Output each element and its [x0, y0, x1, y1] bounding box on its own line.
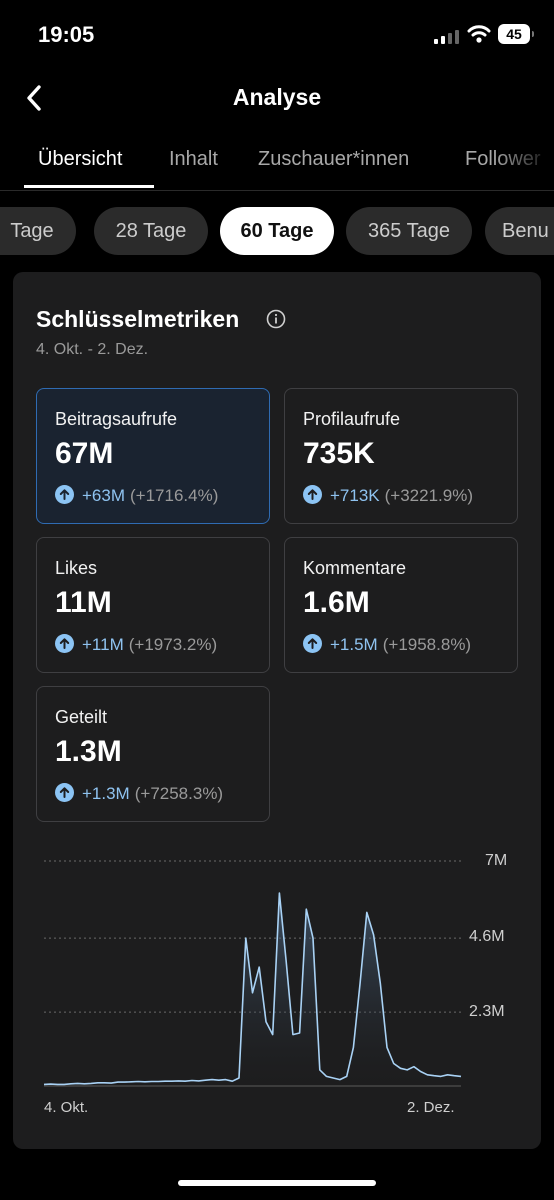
card-title: Schlüsselmetriken: [36, 306, 240, 332]
metric-change: +63M (+1716.4%): [55, 485, 218, 506]
metric-value: 1.6M: [303, 586, 370, 619]
info-icon[interactable]: [266, 309, 286, 329]
back-chevron-icon[interactable]: [18, 80, 54, 116]
metric-label: Beitragsaufrufe: [55, 409, 178, 429]
range-chip-60[interactable]: 60 Tage: [220, 207, 334, 255]
metric-change: +11M (+1973.2%): [55, 634, 217, 655]
metric-post-views[interactable]: Beitragsaufrufe 67M +63M (+1716.4%): [36, 388, 270, 524]
metric-label: Profilaufrufe: [303, 409, 401, 429]
series-area: [44, 893, 461, 1086]
y-tick-label: 7M: [485, 852, 508, 869]
metric-value: 1.3M: [55, 735, 122, 768]
status-bar: 19:05 45: [0, 0, 554, 66]
date-range: 4. Okt. - 2. Dez.: [36, 341, 149, 358]
range-chip-365[interactable]: 365 Tage: [346, 207, 472, 255]
metric-value: 11M: [55, 586, 112, 619]
metric-comments[interactable]: Kommentare 1.6M +1.5M (+1958.8%): [284, 537, 518, 673]
active-tab-indicator: [24, 185, 154, 188]
metric-change-abs: +63M: [82, 486, 125, 505]
trend-chart-svg: [43, 860, 462, 1087]
y-tick-label: 2.3M: [469, 1003, 505, 1020]
metric-value: 735K: [303, 437, 375, 470]
status-time: 19:05: [38, 22, 95, 47]
metric-likes[interactable]: Likes 11M +11M (+1973.2%): [36, 537, 270, 673]
metric-change-abs: +713K: [330, 486, 380, 505]
arrow-up-icon: [303, 485, 322, 504]
signal-icon: [434, 28, 462, 44]
metric-change-pct: (+7258.3%): [134, 784, 224, 803]
tab-fade: [494, 140, 554, 190]
range-selector: Tage 28 Tage 60 Tage 365 Tage Benu: [0, 207, 554, 257]
metric-change-abs: +1.5M: [330, 635, 378, 654]
tab-overview[interactable]: Übersicht: [38, 148, 123, 170]
arrow-up-icon: [303, 634, 322, 653]
range-chip-7[interactable]: Tage: [0, 207, 76, 255]
arrow-up-icon: [55, 634, 74, 653]
metric-change-pct: (+1973.2%): [128, 635, 218, 654]
arrow-up-icon: [55, 783, 74, 802]
metric-change-abs: +11M: [82, 635, 124, 654]
metric-shares[interactable]: Geteilt 1.3M +1.3M (+7258.3%): [36, 686, 270, 822]
wifi-icon: [467, 25, 491, 43]
series-line: [43, 892, 462, 1086]
metric-value: 67M: [55, 437, 114, 470]
x-tick-label-start: 4. Okt.: [44, 1099, 89, 1116]
metric-change: +1.3M (+7258.3%): [55, 783, 223, 804]
metric-change-pct: (+3221.9%): [384, 486, 474, 505]
arrow-up-icon: [55, 485, 74, 504]
metric-label: Likes: [55, 558, 98, 578]
page-title: Analyse: [232, 84, 322, 110]
metric-change-pct: (+1716.4%): [130, 486, 219, 505]
trend-chart[interactable]: 7M 4.6M 2.3M 4. Okt. 2. Dez.: [13, 832, 541, 1122]
tab-audience[interactable]: Zuschauer*innen: [258, 148, 410, 170]
battery-icon: 45: [498, 24, 534, 44]
metric-label: Kommentare: [303, 558, 407, 578]
key-metrics-card: Schlüsselmetriken 4. Okt. - 2. Dez. Beit…: [13, 272, 541, 1149]
range-chip-28[interactable]: 28 Tage: [94, 207, 208, 255]
metric-change-abs: +1.3M: [82, 784, 130, 803]
home-indicator: [178, 1180, 376, 1186]
tab-bar: Übersicht Inhalt Zuschauer*innen Followe…: [0, 140, 554, 191]
metric-label: Geteilt: [55, 707, 108, 727]
tab-content[interactable]: Inhalt: [169, 148, 218, 170]
metric-change: +1.5M (+1958.8%): [303, 634, 471, 655]
range-chip-custom[interactable]: Benu: [485, 207, 554, 255]
metric-profile-views[interactable]: Profilaufrufe 735K +713K (+3221.9%): [284, 388, 518, 524]
y-tick-label: 4.6M: [469, 928, 505, 945]
metric-change: +713K (+3221.9%): [303, 485, 473, 506]
metric-change-pct: (+1958.8%): [382, 635, 472, 654]
x-tick-label-end: 2. Dez.: [407, 1099, 455, 1116]
